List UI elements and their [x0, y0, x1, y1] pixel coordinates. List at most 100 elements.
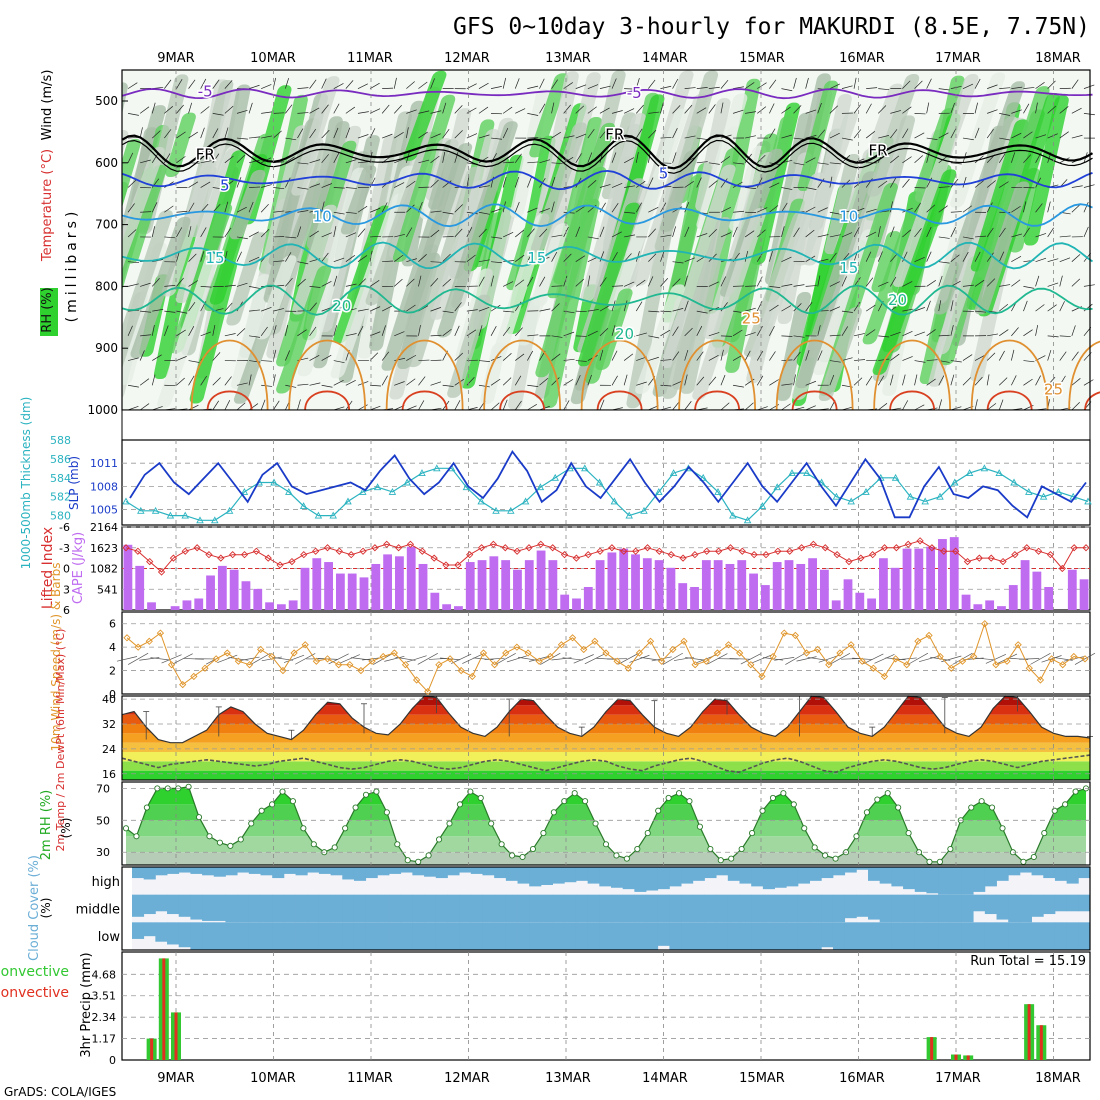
wind-barb — [200, 375, 207, 386]
wind-barb — [636, 180, 646, 188]
wind-barb — [950, 226, 956, 238]
wind-barb — [878, 358, 890, 361]
temp-band — [122, 733, 1090, 743]
cape-bar — [347, 573, 357, 610]
rh-fill-streak — [292, 204, 337, 315]
cloud-cell — [330, 894, 343, 923]
wind-barb — [1059, 275, 1063, 287]
wind-barb — [345, 308, 357, 312]
bottom-date-label: 16MAR — [839, 1071, 885, 1086]
bottom-date-label: 13MAR — [545, 1071, 591, 1086]
wind-barb — [986, 227, 994, 238]
isotherm-line — [121, 134, 1094, 170]
cloud-frame — [121, 866, 1091, 951]
wind-barb — [309, 107, 320, 114]
wind-barb — [829, 105, 839, 114]
wind-barb — [188, 360, 200, 363]
wind-barb — [260, 399, 266, 411]
wind-barb — [938, 88, 950, 91]
thickness-point — [891, 473, 900, 481]
wind-barb — [781, 403, 791, 411]
wind10m-point — [201, 664, 209, 672]
li-point — [643, 544, 652, 552]
wind-barb — [127, 405, 139, 411]
wind-barb — [769, 351, 776, 361]
bottom-date-label: 15MAR — [739, 1071, 785, 1086]
wind-barb — [829, 132, 840, 139]
cloud-cell — [681, 922, 694, 950]
wind-barb — [333, 379, 344, 386]
rh-point — [446, 820, 453, 827]
isotherm-label: -5 — [627, 84, 642, 102]
wind-barb — [829, 281, 840, 287]
wind-barb — [805, 77, 809, 89]
wind10m-barb — [952, 652, 973, 665]
wind-barb — [309, 230, 319, 238]
precip-type-label: Total / Rain / Convective — [0, 964, 69, 980]
wind-barb — [950, 178, 959, 188]
wind-barb — [418, 359, 430, 361]
wind-barb — [140, 282, 151, 287]
wind10m-point — [290, 649, 298, 657]
cloud-cell — [540, 867, 553, 885]
cloud-cell — [155, 922, 168, 942]
cloud-cell — [1054, 922, 1068, 950]
wind10m-barb — [150, 657, 171, 661]
rh-point — [947, 845, 954, 853]
wind-barb — [430, 334, 442, 337]
wind10m-barb — [751, 654, 773, 664]
wind-barb — [817, 275, 821, 287]
wind-barb — [394, 182, 405, 188]
cloud-cell — [856, 922, 869, 950]
wind10m-point — [257, 645, 265, 654]
top-date-label: 11MAR — [347, 51, 393, 66]
cloud-cell — [424, 922, 437, 950]
wind-barb — [672, 78, 679, 89]
wind-barb — [769, 103, 775, 114]
wind-barb — [1071, 79, 1079, 89]
wind-barb — [829, 252, 837, 262]
wind-barb — [1071, 378, 1081, 386]
wind-barb — [151, 226, 156, 238]
wind-barb — [841, 276, 847, 287]
rh-point — [884, 790, 891, 797]
wind-barb — [490, 208, 502, 213]
cape-bar — [1067, 569, 1077, 610]
cloud-cell — [879, 922, 892, 950]
wind10m-point — [925, 631, 933, 640]
pressure-tick-label: 500 — [95, 94, 118, 108]
wind-barb — [781, 335, 793, 337]
precip-tick-label: 3.51 — [92, 990, 117, 1003]
wind-barb — [394, 331, 405, 337]
wind-barb — [829, 83, 840, 89]
wind-barb — [841, 137, 853, 141]
cloud-cell — [412, 894, 425, 923]
wind10m-point — [847, 641, 855, 649]
wind-barb — [249, 309, 261, 312]
wind-barb — [781, 134, 793, 139]
precip-convective-bar — [162, 958, 166, 1060]
cloud-cell — [891, 894, 904, 923]
cape-bar — [324, 562, 333, 610]
thickness-point — [270, 478, 278, 486]
wind-barb — [781, 305, 792, 312]
rh-fill-streak — [531, 122, 587, 253]
wind-barb — [514, 327, 523, 337]
cloud-cell — [634, 867, 647, 892]
wind-barb — [236, 402, 246, 411]
cloud-cell — [646, 894, 659, 923]
rh-point — [853, 833, 860, 840]
rh-point — [1072, 788, 1079, 795]
wind10m-point — [1036, 676, 1045, 684]
cape-bar — [560, 594, 570, 610]
wind-barb — [200, 160, 212, 164]
wind-barb — [418, 81, 428, 89]
wind-barb — [539, 78, 545, 89]
cloud-cell — [132, 867, 145, 879]
precip-convective-bar — [954, 1054, 958, 1060]
top-date-axis: 9MAR 10MAR 11MAR 12MAR 13MAR 14MAR 15MAR… — [157, 51, 1081, 66]
wind-barb — [345, 283, 357, 287]
cloud-cell — [926, 922, 939, 950]
rh-fill-streak — [977, 86, 1050, 278]
